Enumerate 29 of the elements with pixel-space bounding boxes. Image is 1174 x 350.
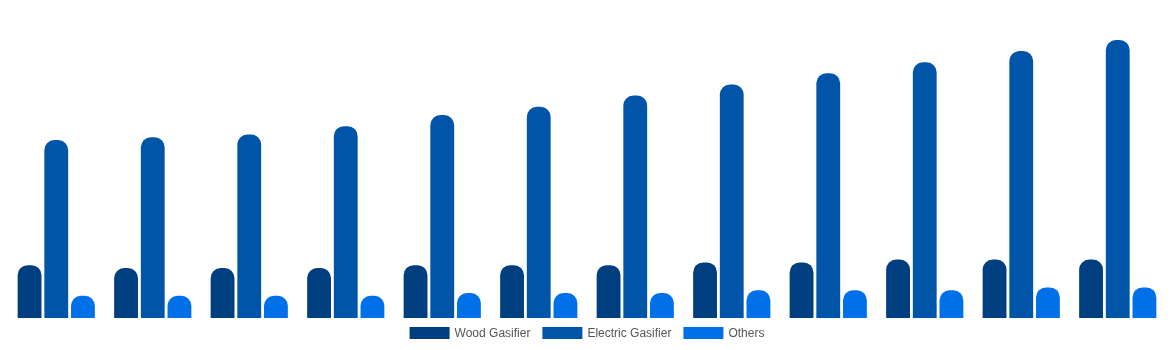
bar <box>912 62 937 318</box>
bar <box>1132 287 1157 318</box>
bar <box>140 137 165 318</box>
legend-label: Others <box>728 326 765 340</box>
bar <box>44 140 69 318</box>
bar <box>210 267 235 318</box>
bar <box>17 265 42 318</box>
bar <box>307 267 331 318</box>
bar <box>403 265 428 318</box>
bar <box>789 262 814 318</box>
bar <box>693 262 717 318</box>
legend-label: Wood Gasifier <box>454 326 531 340</box>
bar <box>886 259 910 318</box>
bar <box>1079 259 1103 318</box>
bar <box>333 126 358 318</box>
bar <box>430 115 455 318</box>
bar <box>114 267 138 318</box>
bar <box>982 259 1007 318</box>
bar <box>237 134 262 318</box>
legend-label: Electric Gasifier <box>587 326 672 340</box>
bar <box>500 265 524 318</box>
bar <box>596 265 621 318</box>
bar <box>1105 40 1130 318</box>
bar <box>719 84 744 318</box>
bar <box>816 73 841 318</box>
bar <box>526 106 551 318</box>
bar <box>1009 51 1034 318</box>
bar <box>1036 287 1060 318</box>
bar <box>623 95 648 318</box>
